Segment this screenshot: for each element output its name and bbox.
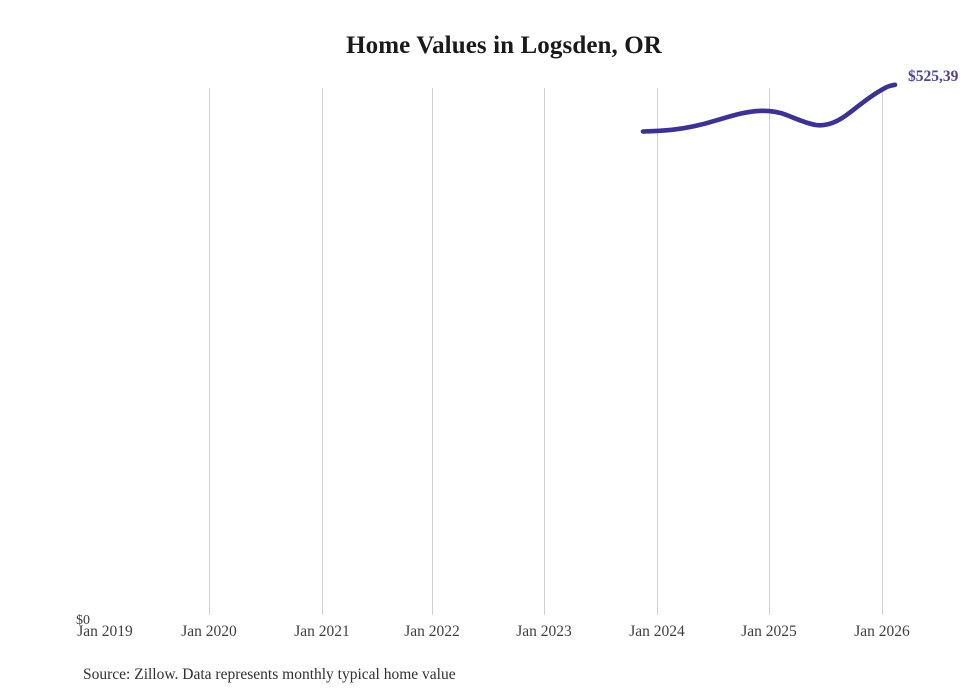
gridline-0 [209,88,210,615]
x-tick-label-2: Jan 2021 [294,623,350,640]
gridline-5 [769,88,770,615]
x-tick-label-5: Jan 2024 [629,623,685,640]
gridline-1 [322,88,323,615]
y-tick-label-0: $0 [76,613,90,628]
x-tick-label-4: Jan 2023 [516,623,572,640]
x-tick-label-1: Jan 2020 [181,623,237,640]
gridline-3 [544,88,545,615]
x-tick-label-0: Jan 2019 [77,623,133,640]
x-tick-label-7: Jan 2026 [854,623,910,640]
gridline-2 [432,88,433,615]
x-tick-label-3: Jan 2022 [404,623,460,640]
chart-title: Home Values in Logsden, OR [346,32,662,59]
gridline-6 [882,88,883,615]
end-value-label: $525,39 [908,68,959,85]
home-value-line [640,82,898,134]
source-note: Source: Zillow. Data represents monthly … [83,666,456,683]
gridline-4 [657,88,658,615]
x-tick-label-6: Jan 2025 [741,623,797,640]
